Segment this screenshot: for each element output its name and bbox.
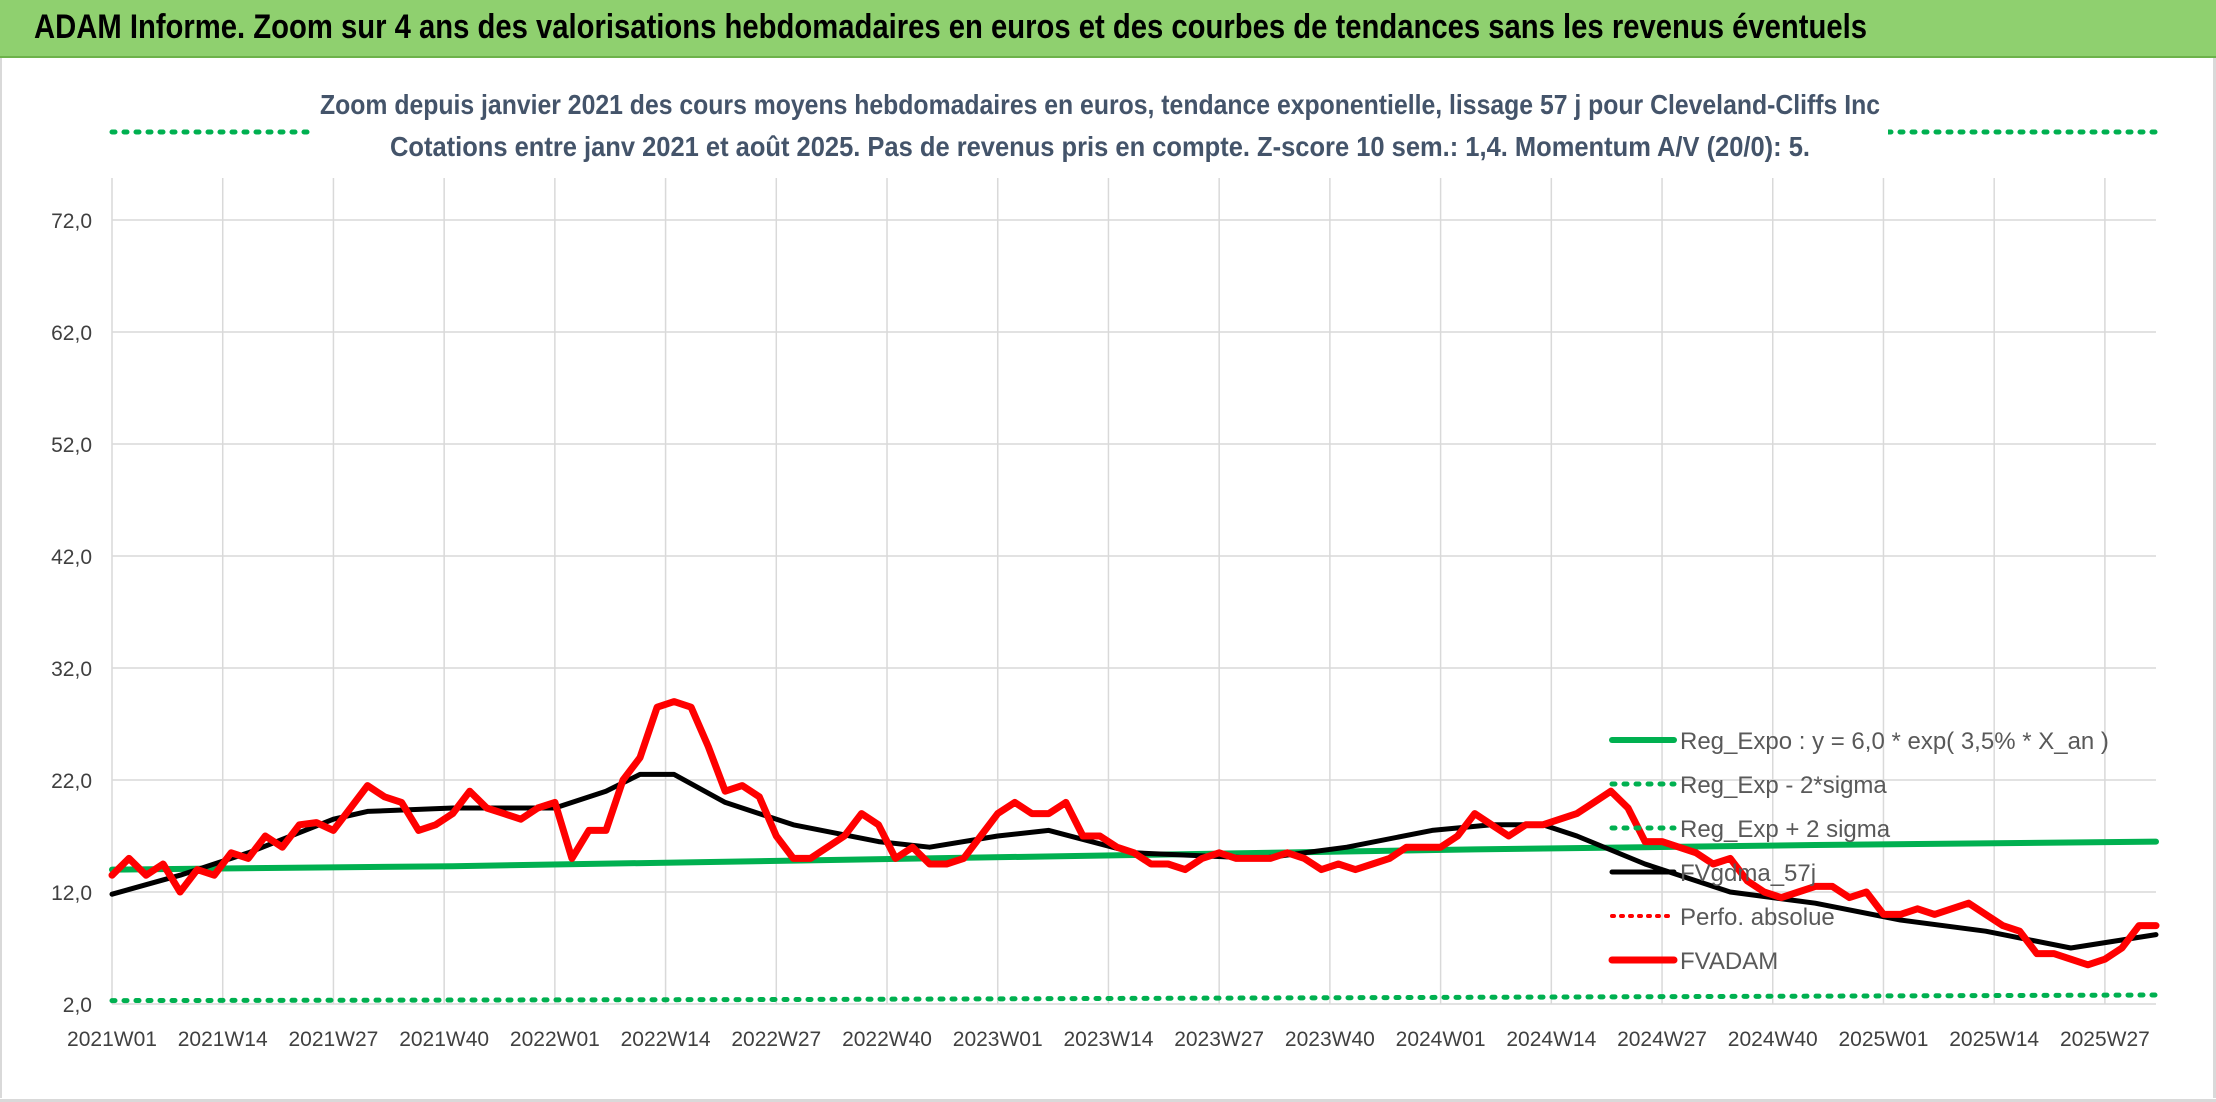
report-header: ADAM Informe. Zoom sur 4 ans des valoris… [0,0,2216,58]
y-tick-label: 62,0 [51,322,92,345]
x-tick-label: 2022W40 [842,1028,932,1051]
series-line-fvadam [108,698,2160,969]
x-tick-label: 2025W01 [1839,1028,1929,1051]
x-tick-label: 2024W27 [1617,1028,1707,1051]
x-tick-label: 2024W01 [1396,1028,1486,1051]
x-tick-label: 2022W27 [731,1028,821,1051]
x-tick-label: 2023W01 [953,1028,1043,1051]
chart-series [108,129,2160,1004]
legend-label-fvgdma: FVgdma_57j [1680,860,1816,887]
y-tick-label: 52,0 [51,434,92,457]
report-title: ADAM Informe. Zoom sur 4 ans des valoris… [34,8,1867,46]
x-tick-label: 2022W01 [510,1028,600,1051]
frame-edge-left [0,58,2,1098]
x-tick-label: 2023W40 [1285,1028,1375,1051]
x-tick-label: 2023W27 [1174,1028,1264,1051]
chart: Zoom depuis janvier 2021 des cours moyen… [51,80,2160,1051]
x-tick-label: 2024W40 [1728,1028,1818,1051]
chart-title: Zoom depuis janvier 2021 des cours moyen… [320,89,1880,120]
legend-label-reg-expo: Reg_Expo : y = 6,0 * exp( 3,5% * X_an ) [1680,728,2109,755]
chart-axes: 72,0 62,0 52,0 42,0 32,0 22,0 12,0 2,0 2021W01 20… [51,210,2150,1051]
x-tick-label: 2024W14 [1506,1028,1596,1051]
legend-label-perfo: Perfo. absolue [1680,904,1835,931]
legend-label-fvadam: FVADAM [1680,948,1778,975]
legend-label-reg-hi: Reg_Exp + 2 sigma [1680,816,1891,843]
chart-grid [111,178,2156,1005]
series-line-fvgdma [109,771,2159,951]
x-tick-label: 2023W14 [1063,1028,1153,1051]
x-tick-label: 2021W14 [178,1028,268,1051]
y-tick-label: 72,0 [51,210,92,233]
y-tick-label: 32,0 [51,658,92,681]
y-tick-label: 2,0 [63,994,92,1017]
y-tick-label: 42,0 [51,546,92,569]
y-tick-label: 22,0 [51,770,92,793]
y-tick-label: 12,0 [51,882,92,905]
frame-edge-right [2213,58,2216,1098]
frame-edge-bottom [0,1099,2216,1102]
x-tick-label: 2021W40 [399,1028,489,1051]
x-tick-label: 2025W14 [1949,1028,2039,1051]
x-tick-label: 2025W27 [2060,1028,2150,1051]
x-tick-label: 2022W14 [621,1028,711,1051]
chart-subtitle: Cotations entre janv 2021 et août 2025. … [390,131,1810,162]
chart-title-block: Zoom depuis janvier 2021 des cours moyen… [312,80,1888,172]
chart-title-background [312,80,1888,172]
x-tick-label: 2021W27 [288,1028,378,1051]
chart-legend: Reg_Expo : y = 6,0 * exp( 3,5% * X_an ) R… [1608,728,2109,975]
legend-label-reg-lo: Reg_Exp - 2*sigma [1680,772,1887,799]
x-tick-label: 2021W01 [67,1028,157,1051]
series-line-reg-lo [109,992,2159,1004]
